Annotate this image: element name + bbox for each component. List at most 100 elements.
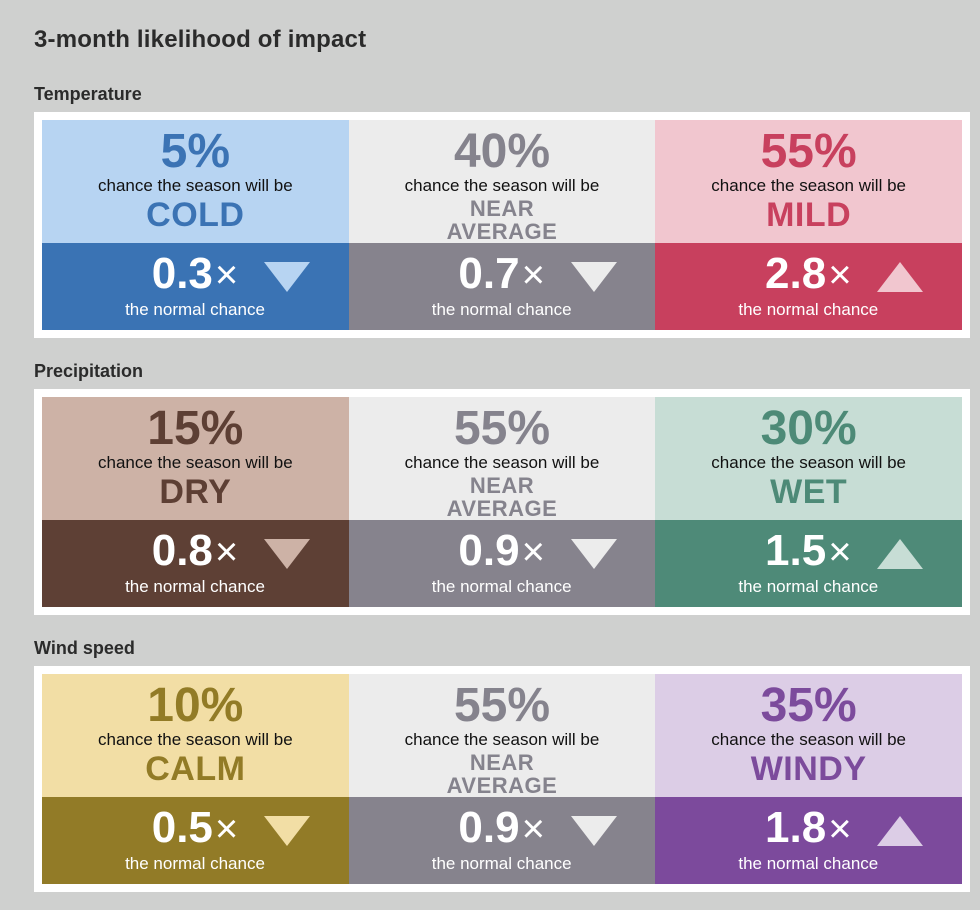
multiplier-number: 0.9 <box>458 526 520 575</box>
section-title-temperature: Temperature <box>34 84 142 104</box>
normal-chance-label: the normal chance <box>125 854 265 873</box>
probability-percent: 30% <box>760 402 857 455</box>
multiplier-number: 1.8 <box>765 803 827 852</box>
chance-phrase: chance the season will be <box>404 730 600 749</box>
card-multiplier-area: 1.8× the normal chance <box>655 797 962 884</box>
card-probability-area: 30% chance the season will be WET <box>655 397 962 520</box>
multiplier-value: 0.3× <box>42 249 348 300</box>
category-label: NEAR <box>469 473 535 498</box>
category-label: NEAR <box>469 750 535 775</box>
triangle-up-icon <box>877 262 924 292</box>
wind-speed-panel: 10% chance the season will be CALM 0.5× the … <box>34 666 970 892</box>
forecast-card-mild: 55% chance the season will be MILD 2.8× the … <box>655 120 962 330</box>
times-symbol: × <box>214 253 239 297</box>
forecast-card-cold: 5% chance the season will be COLD 0.3× the n… <box>42 120 349 330</box>
times-symbol: × <box>828 253 852 297</box>
chance-phrase: chance the season will be <box>711 453 906 472</box>
normal-chance-label: the normal chance <box>431 577 572 596</box>
forecast-card-near-average: 40% chance the season will be NEAR AVERAGE 0… <box>348 120 656 330</box>
multiplier-value: 1.8× <box>655 803 961 854</box>
chance-phrase: chance the season will be <box>711 176 906 195</box>
triangle-up-icon <box>877 539 924 569</box>
probability-percent: 40% <box>453 125 551 178</box>
chance-phrase: chance the season will be <box>404 176 600 195</box>
multiplier-value: 0.5× <box>42 803 348 854</box>
card-multiplier-area: 1.5× the normal chance <box>655 520 962 607</box>
times-symbol: × <box>828 530 852 574</box>
chance-phrase: chance the season will be <box>97 730 293 749</box>
triangle-down-icon <box>264 262 310 292</box>
section-title-wind-speed: Wind speed <box>34 638 135 658</box>
category-label: AVERAGE <box>446 773 558 798</box>
triangle-down-icon <box>570 816 617 846</box>
category-label: DRY <box>159 473 232 511</box>
normal-chance-label: the normal chance <box>431 854 572 873</box>
chance-phrase: chance the season will be <box>711 730 906 749</box>
probability-percent: 5% <box>160 125 231 178</box>
multiplier-number: 0.8 <box>151 526 213 575</box>
triangle-down-icon <box>264 539 310 569</box>
category-label: AVERAGE <box>446 496 558 521</box>
page-title: 3-month likelihood of impact <box>34 26 367 53</box>
card-probability-area: 40% chance the season will be NEAR AVERAGE <box>348 120 656 244</box>
forecast-card-dry: 15% chance the season will be DRY 0.8× the n… <box>42 397 349 607</box>
card-probability-area: 55% chance the season will be NEAR AVERAGE <box>348 397 656 521</box>
forecast-card-near-average: 55% chance the season will be NEAR AVERAGE 0… <box>348 397 656 607</box>
precipitation-panel: 15% chance the season will be DRY 0.8× the n… <box>34 389 970 615</box>
card-multiplier-area: 0.8× the normal chance <box>42 520 349 607</box>
card-probability-area: 55% chance the season will be NEAR AVERAGE <box>348 674 656 798</box>
card-multiplier-area: 0.9× the normal chance <box>348 520 656 607</box>
probability-percent: 55% <box>760 125 857 178</box>
normal-chance-label: the normal chance <box>125 577 265 596</box>
triangle-down-icon <box>570 539 617 569</box>
multiplier-number: 0.9 <box>458 803 520 852</box>
category-label: MILD <box>766 196 852 234</box>
normal-chance-label: the normal chance <box>431 300 572 319</box>
normal-chance-label: the normal chance <box>738 854 879 873</box>
category-label: NEAR <box>469 196 535 221</box>
normal-chance-label: the normal chance <box>125 300 265 319</box>
times-symbol: × <box>521 530 545 574</box>
probability-percent: 15% <box>147 402 244 455</box>
card-multiplier-area: 0.5× the normal chance <box>42 797 349 884</box>
times-symbol: × <box>828 807 852 851</box>
multiplier-value: 1.5× <box>655 526 961 577</box>
chance-phrase: chance the season will be <box>97 453 293 472</box>
forecast-card-wet: 30% chance the season will be WET 1.5× the n… <box>655 397 962 607</box>
category-label: AVERAGE <box>446 219 558 244</box>
multiplier-number: 2.8 <box>765 249 827 298</box>
card-probability-area: 5% chance the season will be COLD <box>42 120 349 243</box>
multiplier-value: 0.8× <box>42 526 348 577</box>
multiplier-number: 1.5 <box>765 526 827 575</box>
category-label: WINDY <box>750 750 867 788</box>
triangle-down-icon <box>264 816 310 846</box>
times-symbol: × <box>521 253 545 297</box>
multiplier-value: 0.9× <box>349 803 655 854</box>
forecast-card-windy: 35% chance the season will be WINDY 1.8× the… <box>655 674 962 884</box>
card-multiplier-area: 0.3× the normal chance <box>42 243 349 330</box>
multiplier-number: 0.7 <box>458 249 520 298</box>
card-multiplier-area: 2.8× the normal chance <box>655 243 962 330</box>
card-multiplier-area: 0.9× the normal chance <box>348 797 656 884</box>
category-label: WET <box>770 473 848 511</box>
forecast-card-calm: 10% chance the season will be CALM 0.5× the … <box>42 674 349 884</box>
times-symbol: × <box>214 807 239 851</box>
card-probability-area: 10% chance the season will be CALM <box>42 674 349 797</box>
temperature-panel: 5% chance the season will be COLD 0.3× the n… <box>34 112 970 338</box>
triangle-up-icon <box>877 816 924 846</box>
chance-phrase: chance the season will be <box>97 176 293 195</box>
times-symbol: × <box>214 530 239 574</box>
card-probability-area: 15% chance the season will be DRY <box>42 397 349 520</box>
probability-percent: 10% <box>147 679 244 732</box>
probability-percent: 35% <box>760 679 857 732</box>
category-label: COLD <box>146 196 245 234</box>
multiplier-number: 0.3 <box>151 249 213 298</box>
section-title-precipitation: Precipitation <box>34 361 144 381</box>
probability-percent: 55% <box>453 402 551 455</box>
card-multiplier-area: 0.7× the normal chance <box>348 243 656 330</box>
multiplier-value: 0.9× <box>349 526 655 577</box>
multiplier-number: 0.5 <box>151 803 213 852</box>
forecast-card-near-average: 55% chance the season will be NEAR AVERAGE 0… <box>348 674 656 884</box>
probability-percent: 55% <box>453 679 551 732</box>
card-probability-area: 55% chance the season will be MILD <box>655 120 962 243</box>
